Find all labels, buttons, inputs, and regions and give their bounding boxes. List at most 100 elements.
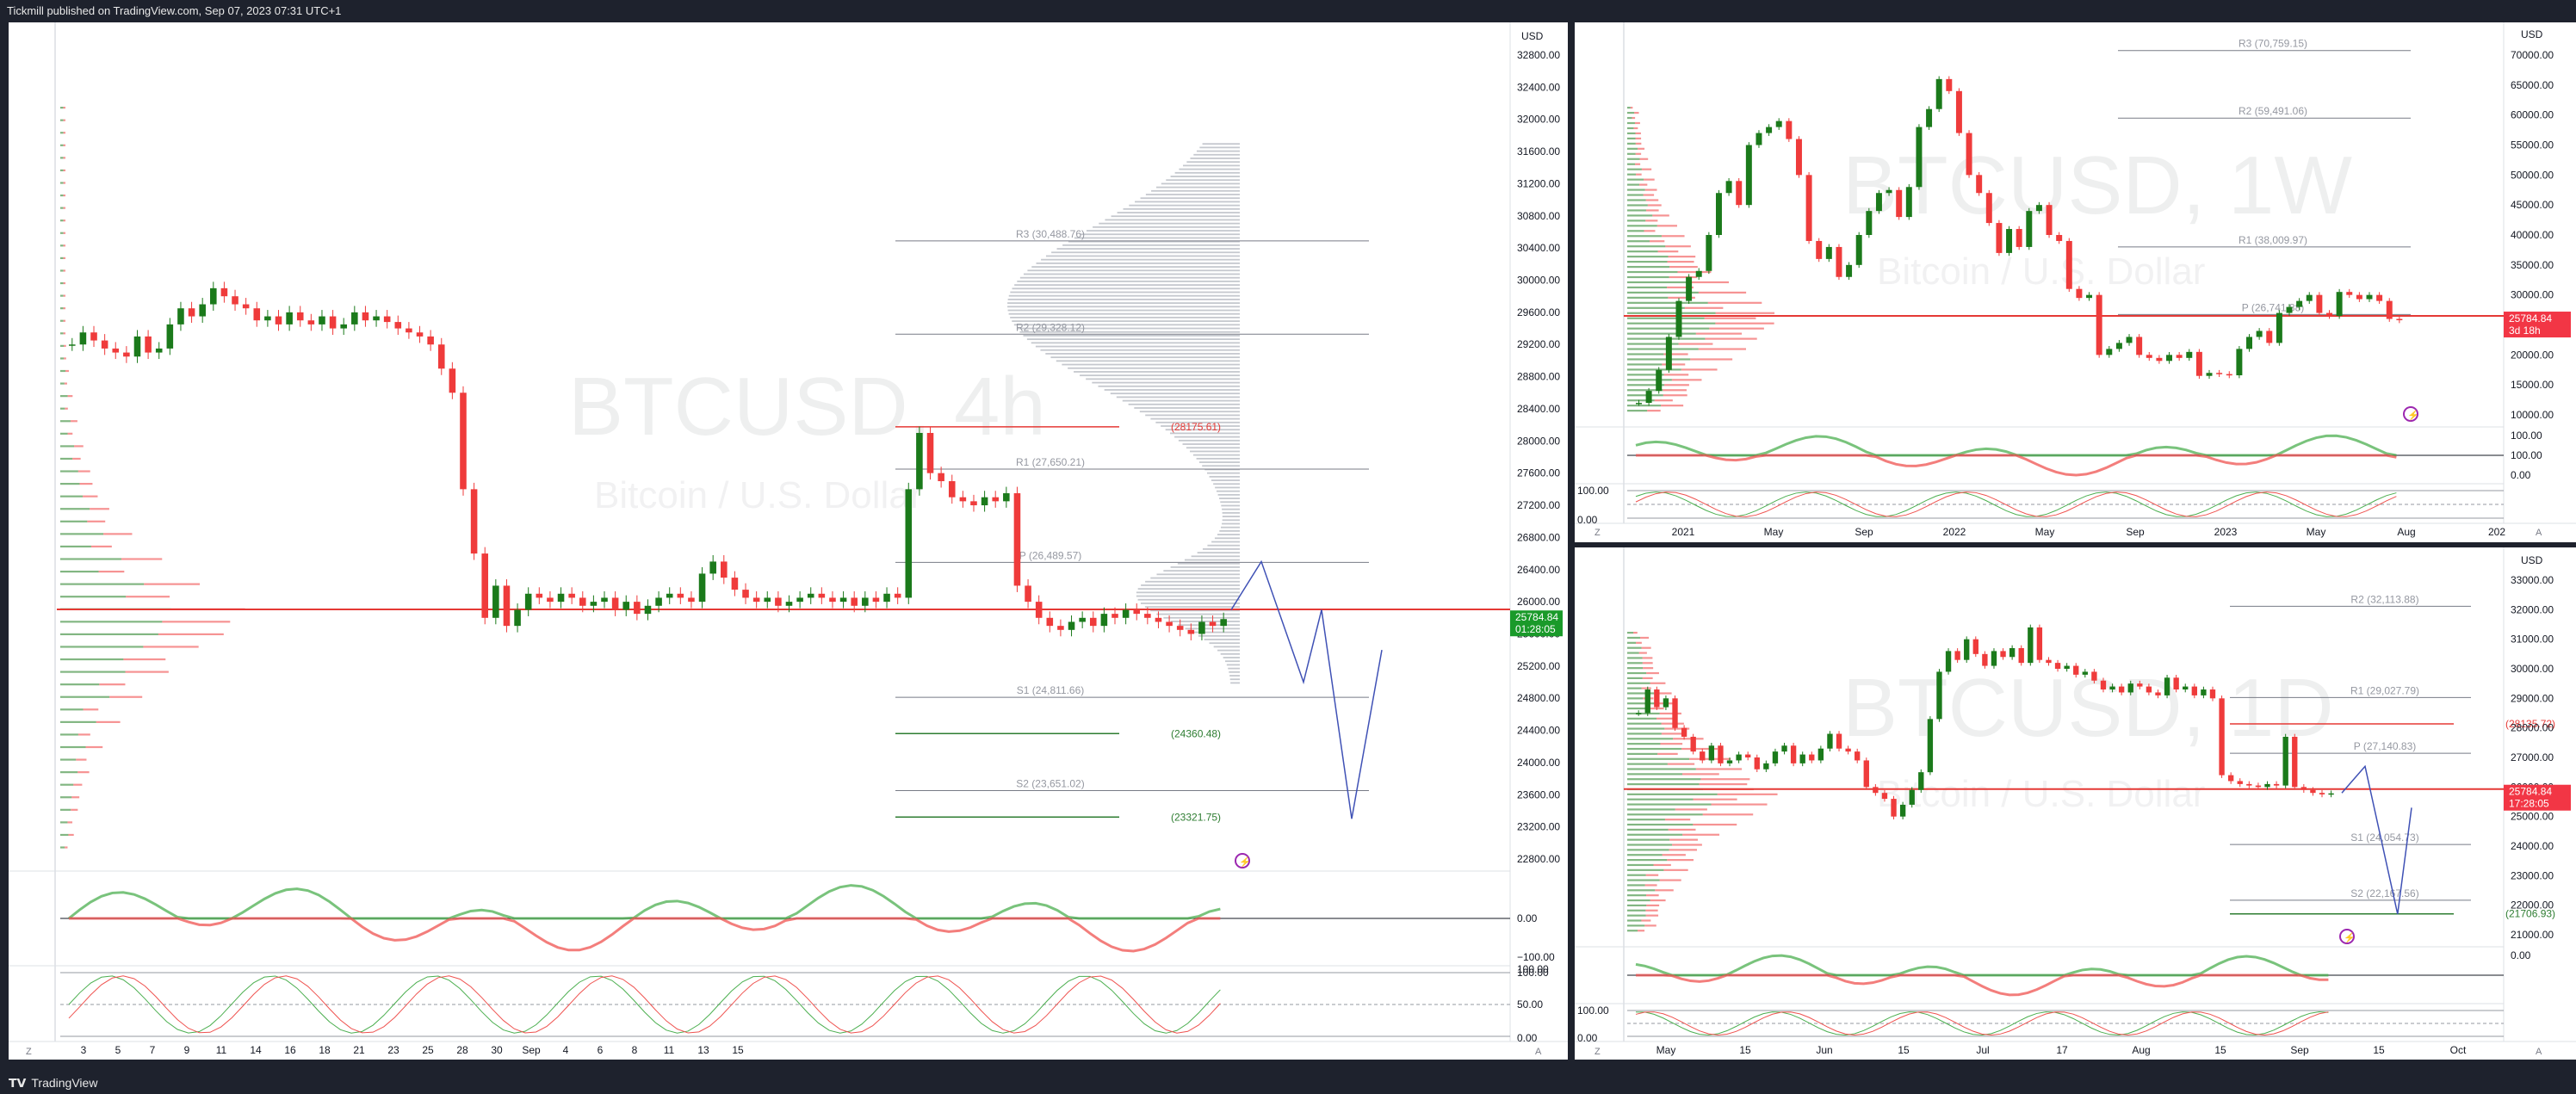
chart-1d-candle [2137,683,2143,687]
chart-1w-profile-bar-up [1627,410,1648,412]
chart-4h-candle [383,316,391,323]
chart-1w-x-tick-label: May [2307,526,2326,538]
chart-4h-candle [785,602,793,606]
chart-4h-profile-bar-up [60,508,90,510]
chart-1d-profile-bar-up [1627,722,1662,725]
chart-1w-profile-bar-down [1698,348,1746,350]
chart-1d-candle [2073,665,2079,675]
chart-4h-volume-profile-bar [1135,201,1240,203]
chart-1w-pivot-label: R3 (70,759.15) [2239,38,2307,50]
chart-1d-profile-bar-down [1653,692,1672,695]
chart-4h-volume-profile-bar [1035,345,1240,348]
chart-1d-events-icon[interactable] [2339,929,2355,944]
chart-4h-profile-bar-down [63,257,65,259]
chart-1w-candle [1816,240,1823,259]
chart-4h-profile-bar-up [60,182,64,184]
chart-4h-events-icon[interactable] [1235,853,1250,868]
chart-1w-candle [2096,294,2102,355]
chart-4h-candle [894,593,901,598]
chart-4h-osc-tick-label: 0.00 [1517,912,1538,924]
chart-1d-candle [2127,683,2133,693]
chart-4h-profile-bar-up [60,395,68,398]
chart-4h-y-tick-label: 26400.00 [1517,564,1560,576]
chart-1w-profile-bar-down [1632,116,1636,120]
chart-1d-profile-bar-down [1717,793,1778,795]
chart-4h-zoom-icon[interactable]: Z [26,1047,32,1057]
chart-4h-volume-profile-bar [1178,439,1240,442]
chart-4h-auto-scale-icon[interactable]: A [1535,1047,1542,1057]
chart-1w-profile-bar-down [1635,152,1642,155]
chart-1d-candle [1918,772,1924,790]
chart-4h-profile-bar-up [60,357,65,360]
chart-4h-candle [948,481,956,498]
chart-4h-pivot-label: P (26,489.57) [1019,549,1082,561]
chart-4h-volume-profile-bar [1217,534,1240,535]
chart-4h-volume-profile-bar [1140,197,1240,200]
chart-4h-candle [1187,629,1195,634]
chart-1d-profile-bar-up [1627,909,1646,912]
chart-4h-x-tick-label: 14 [250,1044,262,1056]
chart-1d-profile-bar-up [1627,863,1654,867]
chart-1w-candle [1866,211,1873,235]
chart-4h-profile-bar-up [60,319,64,322]
chart-4h-profile-bar-down [72,457,81,460]
chart-4h-profile-bar-up [60,332,64,335]
chart-4h-candle [839,597,847,603]
chart-1w-profile-bar-up [1627,291,1699,294]
chart-1d-profile-bar-up [1627,819,1665,821]
chart-1w-profile-bar-down [1635,142,1642,145]
chart-1d-profile-bar-down [1664,727,1690,730]
chart-4h-volume-profile-bar [1122,399,1240,402]
chart-4h-volume-profile-bar [1026,338,1240,341]
footer-brand: TradingView [31,1076,98,1090]
chart-4h-profile-bar-down [103,533,133,535]
chart-1d-stoch-tick-label: 100.00 [1577,1004,1609,1017]
chart-4h-profile-bar-down [63,157,65,159]
chart-1w-events-icon[interactable] [2403,406,2418,422]
chart-1d-candle [1726,760,1733,763]
chart-1w-profile-bar-up [1627,353,1664,355]
chart-4h-candle [1025,585,1031,603]
chart-1w-profile-bar-down [1704,317,1756,319]
chart-1d-candle [1927,719,1934,773]
chart-4h-volume-profile-bar [1217,649,1240,652]
chart-4h-candle [1155,617,1162,622]
chart-4h-volume-profile-bar [1040,349,1240,351]
chart-4h-last-price: 25784.84 [1515,611,1558,623]
chart-1w-profile-bar-down [1661,405,1684,407]
chart-4h-profile-bar-down [96,720,121,723]
chart-4h-stoch-tick-label: 100.00 [1517,967,1549,979]
chart-1w-candle [1976,175,1983,194]
chart-1d-auto-scale-icon[interactable]: A [2536,1047,2542,1057]
chart-1w-profile-bar-up [1627,384,1665,386]
chart-4h-volume-profile-bar [1068,240,1240,243]
chart-4h-candle [188,308,195,317]
chart-4h-profile-bar-up [60,420,71,423]
chart-1d-zoom-icon[interactable]: Z [1595,1047,1601,1057]
chart-4h-volume-profile-bar [1023,335,1240,337]
chart-1d-candle [2282,736,2288,786]
chart-4h-candle [329,316,337,329]
chart-1w-profile-bar-up [1627,230,1644,232]
chart-4h-profile-bar-down [126,596,170,598]
chart-4h-pivot-label: R2 (29,328.12) [1016,321,1085,333]
chart-4h-currency: USD [1521,30,1544,42]
chart-1w-profile-bar-up [1627,261,1668,263]
chart-4h-volume-profile-bar [1150,577,1240,579]
chart-1w-zoom-icon[interactable]: Z [1595,528,1601,538]
chart-1w-auto-scale-icon[interactable]: A [2536,528,2542,538]
chart-4h-volume-profile-bar [1223,657,1240,658]
chart-4h-candle [731,578,739,590]
chart-4h-volume-profile-bar [1163,570,1240,572]
chart-4h-profile-bar-down [65,407,68,410]
chart-1w-candle [2065,240,2072,289]
chart-1d-profile-bar-up [1627,849,1669,851]
chart-1w-stoch-tick-label: 0.00 [1577,514,1598,526]
chart-4h-profile-bar-down [125,671,169,673]
chart-4h-volume-profile-bar [1170,621,1240,622]
chart-1w-candle [2115,343,2122,349]
chart-1d-profile-bar-up [1627,697,1644,700]
chart-4h-candle [101,340,108,349]
chart-1w-y-tick-label: 70000.00 [2511,49,2554,61]
chart-1d-profile-bar-down [1650,899,1666,902]
